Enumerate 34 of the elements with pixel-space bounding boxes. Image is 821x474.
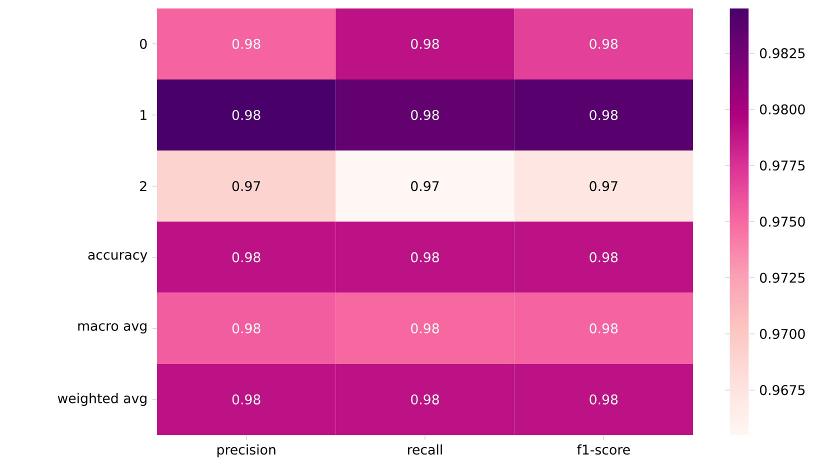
data-label: 0.98 [232, 38, 260, 49]
data-label: 0.98 [590, 394, 618, 404]
color-bar-label: 0.9825 [760, 48, 805, 58]
color-bar-label: 0.9775 [760, 160, 805, 171]
data-label: 0.97 [590, 181, 618, 192]
data-label: 0.98 [411, 323, 439, 334]
color-bar-label: 0.9750 [760, 216, 805, 227]
color-bar-label: 0.9725 [760, 272, 805, 283]
data-label: 0.98 [411, 110, 439, 120]
color-bar-label: 0.9700 [760, 328, 805, 339]
data-label: 0.98 [411, 38, 439, 49]
data-label: 0.98 [411, 394, 439, 404]
y-tick-label: 0 [140, 38, 147, 49]
data-label: 0.97 [411, 181, 439, 192]
color-bar-label: 0.9675 [760, 385, 805, 396]
x-tick-label: precision [217, 444, 276, 458]
data-label: 0.98 [232, 252, 260, 262]
color-bar-label: 0.9800 [760, 104, 805, 114]
data-label: 0.98 [590, 110, 618, 120]
y-tick-label: accuracy [88, 252, 148, 262]
y-tick-label: macro avg [78, 323, 146, 334]
x-tick-label: recall [408, 444, 442, 455]
y-tick-label: 1 [140, 110, 146, 120]
y-tick-label: weighted avg [58, 392, 146, 406]
x-tick-label: f1-score [577, 444, 630, 455]
data-label: 0.98 [232, 394, 260, 404]
data-label: 0.98 [590, 323, 618, 334]
data-label: 0.98 [411, 252, 439, 262]
data-label: 0.98 [232, 323, 260, 334]
data-label: 0.97 [232, 181, 260, 192]
data-label: 0.98 [590, 252, 618, 262]
y-tick-label: 2 [140, 181, 146, 192]
data-label: 0.98 [590, 38, 618, 49]
data-label: 0.98 [232, 110, 260, 120]
